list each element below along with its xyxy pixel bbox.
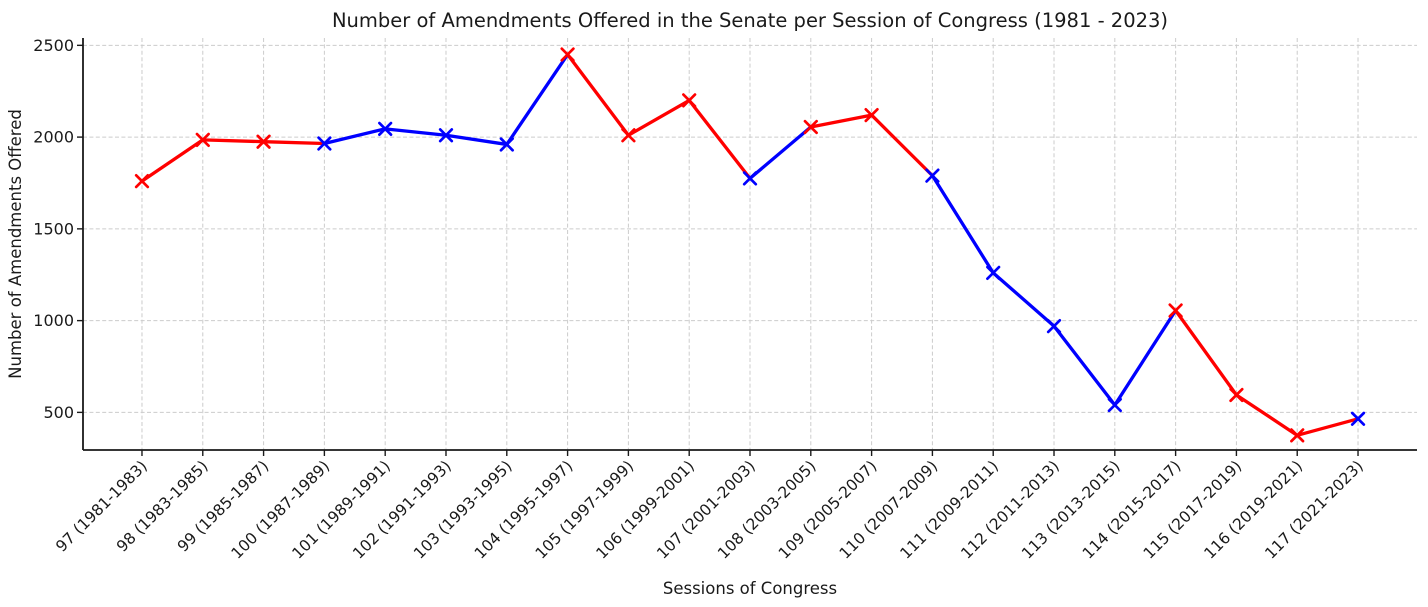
- data-point-marker: [256, 134, 271, 149]
- line-segment: [383, 127, 448, 137]
- data-point-marker: [925, 168, 940, 183]
- y-tick-label: 2000: [33, 128, 74, 147]
- data-point-marker: [803, 119, 818, 135]
- data-point-marker: [621, 128, 636, 143]
- data-point-marker: [1290, 428, 1305, 443]
- data-point-marker: [1229, 387, 1244, 403]
- y-tick-label: 2500: [33, 36, 74, 55]
- data-point-marker: [1107, 397, 1122, 413]
- line-segment: [1295, 417, 1360, 437]
- line-segment: [930, 173, 995, 275]
- line-segment: [991, 271, 1056, 328]
- line-segment: [505, 52, 570, 147]
- line-segment: [748, 125, 813, 181]
- data-point-marker: [742, 171, 758, 186]
- line-segment: [1113, 308, 1178, 407]
- line-segment: [687, 98, 752, 181]
- line-segment: [626, 98, 691, 137]
- line-segment: [1173, 308, 1239, 397]
- data-point-marker: [317, 136, 332, 151]
- line-segment: [1052, 324, 1117, 407]
- x-axis-label: Sessions of Congress: [663, 579, 837, 598]
- line-segment: [869, 113, 935, 178]
- data-point-marker: [864, 107, 879, 123]
- y-tick-label: 1500: [33, 219, 74, 238]
- line-segment: [809, 113, 874, 129]
- line-segment: [201, 138, 266, 144]
- data-point-marker: [195, 132, 210, 148]
- line-segment: [1234, 393, 1299, 437]
- y-tick-label: 500: [43, 403, 74, 422]
- data-point-marker: [499, 137, 514, 152]
- line-segment: [261, 140, 327, 146]
- data-point-marker: [1046, 318, 1062, 334]
- line-segment: [140, 138, 205, 183]
- data-point-marker: [560, 47, 575, 62]
- chart-title: Number of Amendments Offered in the Sena…: [332, 9, 1168, 32]
- axes: [77, 38, 1417, 456]
- data-point-marker: [1350, 411, 1366, 426]
- line-series: [134, 47, 1366, 443]
- y-tick-label: 1000: [33, 311, 74, 330]
- data-point-marker: [134, 173, 150, 189]
- line-segment: [565, 52, 631, 137]
- data-point-marker: [986, 265, 1001, 281]
- line-segment: [322, 127, 387, 146]
- line-segment: [444, 133, 509, 147]
- data-point-marker: [1168, 303, 1183, 318]
- data-point-marker: [438, 128, 454, 143]
- gridlines: [83, 38, 1417, 450]
- data-point-marker: [682, 93, 697, 108]
- y-axis-label: Number of Amendments Offered: [6, 109, 25, 379]
- data-point-marker: [378, 121, 393, 136]
